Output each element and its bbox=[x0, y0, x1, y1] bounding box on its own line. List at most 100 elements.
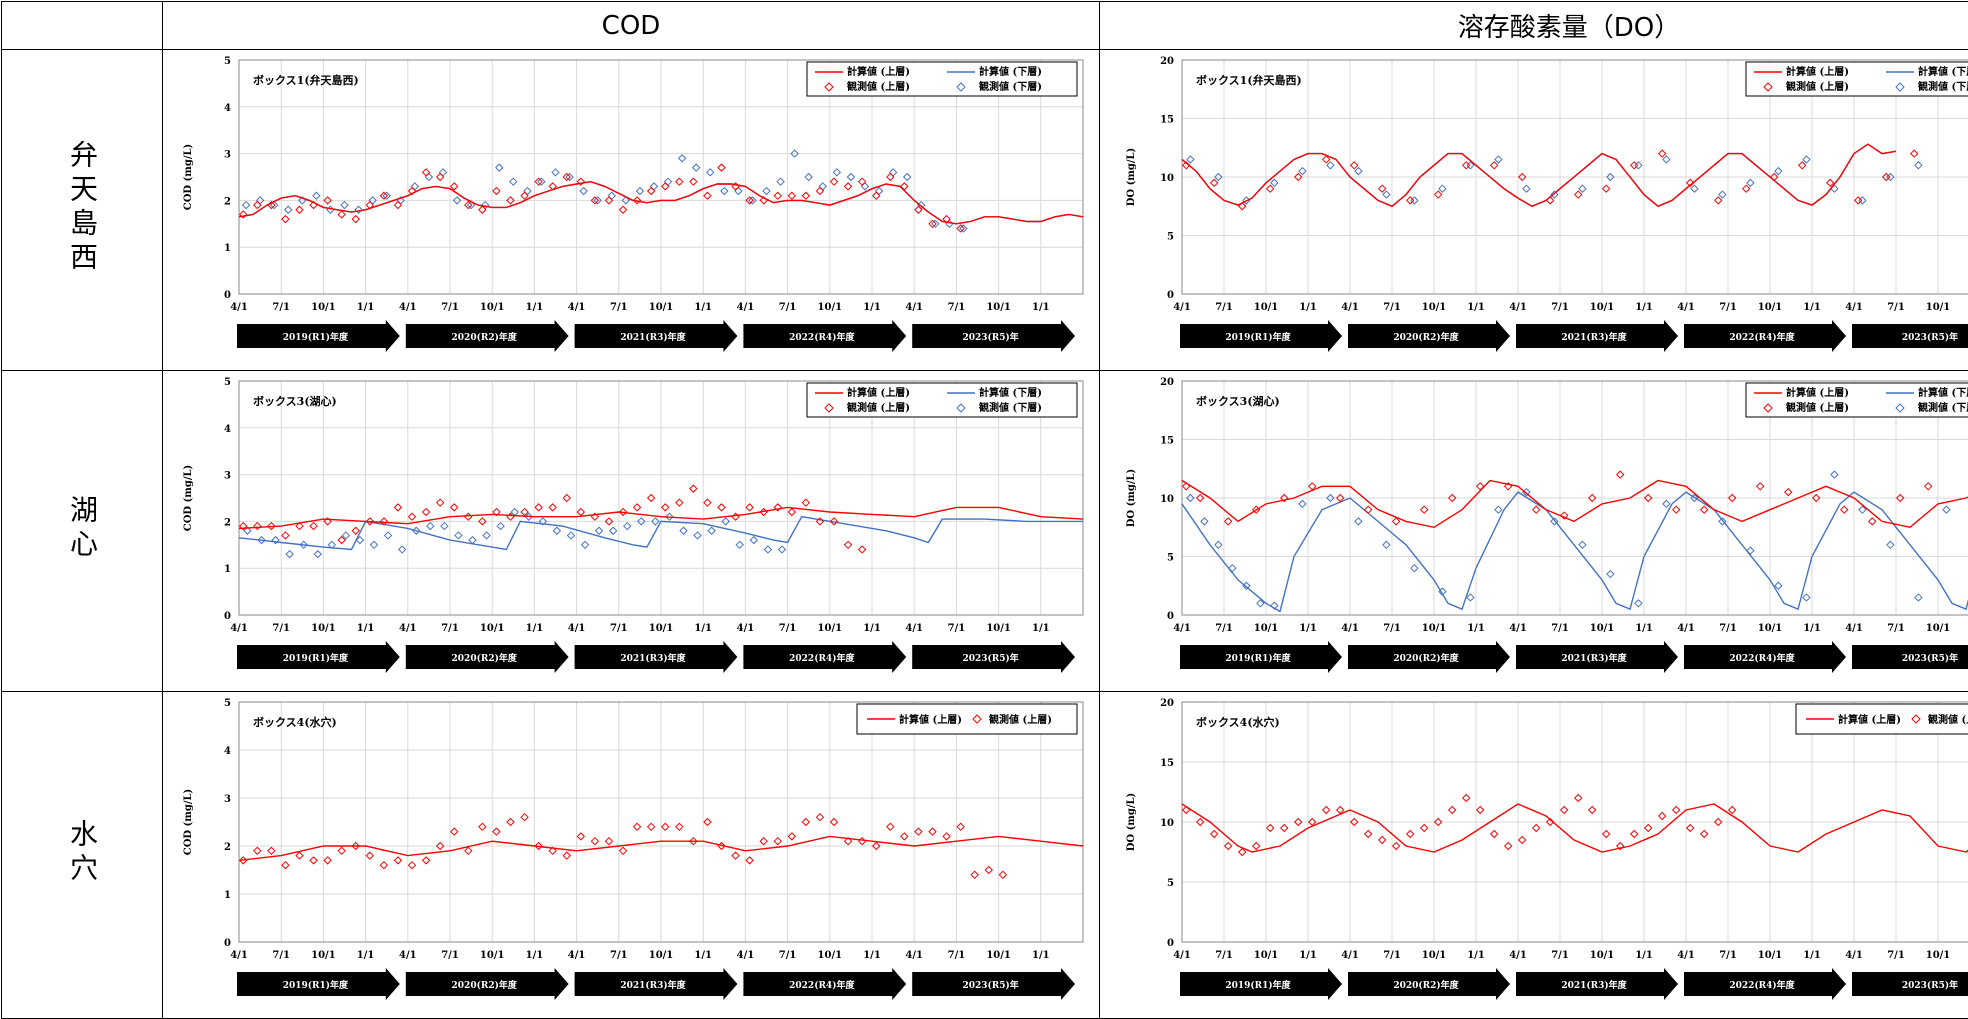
data-point bbox=[1603, 831, 1610, 838]
data-point bbox=[816, 814, 823, 821]
year-label: 2020(R2)年度 bbox=[452, 652, 518, 664]
x-tick-label: 7/1 bbox=[948, 623, 966, 634]
data-point bbox=[680, 527, 687, 534]
data-point bbox=[352, 527, 359, 534]
data-point bbox=[394, 202, 401, 209]
data-point bbox=[802, 192, 809, 199]
data-point bbox=[707, 169, 714, 176]
x-tick-label: 4/1 bbox=[1173, 950, 1191, 961]
data-point bbox=[1691, 185, 1698, 192]
data-point bbox=[423, 509, 430, 516]
data-point bbox=[254, 523, 261, 530]
box-title: ボックス1(弁天島西) bbox=[1196, 73, 1302, 87]
data-point bbox=[366, 852, 373, 859]
data-point bbox=[427, 523, 434, 530]
x-tick-label: 4/1 bbox=[1173, 623, 1191, 634]
x-tick-label: 4/1 bbox=[568, 302, 586, 313]
data-point bbox=[1533, 506, 1540, 513]
year-label: 2023(R5)年 bbox=[962, 331, 1018, 343]
x-tick-label: 10/1 bbox=[1254, 623, 1279, 634]
data-point bbox=[957, 823, 964, 830]
x-tick-label: 4/1 bbox=[230, 950, 248, 961]
corner-cell bbox=[2, 2, 163, 50]
data-point bbox=[1439, 185, 1446, 192]
data-point bbox=[1495, 156, 1502, 163]
data-point bbox=[355, 206, 362, 213]
data-point bbox=[1463, 795, 1470, 802]
y-axis-label: COD (mg/L) bbox=[183, 789, 194, 856]
year-label: 2022(R4)年度 bbox=[1729, 979, 1795, 991]
x-tick-label: 10/1 bbox=[1926, 302, 1951, 313]
x-tick-label: 10/1 bbox=[311, 623, 336, 634]
x-tick-label: 10/1 bbox=[1758, 950, 1783, 961]
y-tick-label: 15 bbox=[1160, 758, 1174, 769]
x-tick-label: 7/1 bbox=[779, 950, 797, 961]
x-tick-label: 4/1 bbox=[737, 950, 755, 961]
y-tick-label: 10 bbox=[1160, 173, 1174, 184]
data-point bbox=[483, 532, 490, 539]
legend-label: 計算値 (上層) bbox=[847, 65, 910, 78]
year-label: 2019(R1)年度 bbox=[1225, 979, 1291, 991]
x-tick-label: 7/1 bbox=[948, 950, 966, 961]
data-point bbox=[1355, 168, 1362, 175]
data-point bbox=[310, 857, 317, 864]
data-point bbox=[610, 527, 617, 534]
y-tick-label: 20 bbox=[1160, 698, 1174, 709]
x-tick-label: 1/1 bbox=[357, 950, 375, 961]
data-point bbox=[1803, 594, 1810, 601]
data-point bbox=[563, 852, 570, 859]
data-point bbox=[469, 537, 476, 544]
year-label: 2020(R2)年度 bbox=[452, 979, 518, 991]
x-tick-label: 4/1 bbox=[1341, 950, 1359, 961]
y-tick-label: 20 bbox=[1160, 56, 1174, 67]
data-point bbox=[549, 504, 556, 511]
legend-label: 計算値 (上層) bbox=[1838, 713, 1901, 726]
x-tick-label: 10/1 bbox=[1926, 950, 1951, 961]
x-tick-label: 10/1 bbox=[986, 302, 1011, 313]
y-tick-label: 3 bbox=[224, 150, 231, 161]
x-tick-label: 4/1 bbox=[1845, 623, 1863, 634]
data-point bbox=[1351, 162, 1358, 169]
data-point bbox=[1775, 168, 1782, 175]
year-label: 2023(R5)年 bbox=[1902, 979, 1958, 991]
x-tick-label: 1/1 bbox=[357, 623, 375, 634]
data-point bbox=[1575, 191, 1582, 198]
data-point bbox=[1663, 500, 1670, 507]
y-tick-label: 4 bbox=[224, 103, 231, 114]
y-tick-label: 10 bbox=[1160, 818, 1174, 829]
data-point bbox=[439, 169, 446, 176]
data-point bbox=[455, 532, 462, 539]
data-point bbox=[497, 523, 504, 530]
data-point bbox=[845, 541, 852, 548]
x-tick-label: 4/1 bbox=[1173, 302, 1191, 313]
data-point bbox=[567, 532, 574, 539]
data-point bbox=[1323, 807, 1330, 814]
data-point bbox=[694, 532, 701, 539]
data-point bbox=[1589, 807, 1596, 814]
box-title: ボックス4(水穴) bbox=[1196, 715, 1280, 729]
data-point bbox=[1729, 807, 1736, 814]
x-tick-label: 10/1 bbox=[1254, 950, 1279, 961]
data-point bbox=[648, 188, 655, 195]
data-point bbox=[750, 537, 757, 544]
year-label: 2020(R2)年度 bbox=[1393, 652, 1459, 664]
x-tick-label: 1/1 bbox=[1803, 302, 1821, 313]
data-point bbox=[1327, 162, 1334, 169]
x-tick-label: 10/1 bbox=[986, 623, 1011, 634]
data-point bbox=[763, 188, 770, 195]
x-tick-label: 10/1 bbox=[1590, 623, 1615, 634]
data-point bbox=[760, 838, 767, 845]
data-point bbox=[451, 828, 458, 835]
y-tick-label: 15 bbox=[1160, 115, 1174, 126]
x-tick-label: 4/1 bbox=[1509, 623, 1527, 634]
row-label-text: 湖心 bbox=[62, 495, 102, 563]
data-point bbox=[1747, 179, 1754, 186]
x-tick-label: 4/1 bbox=[1341, 302, 1359, 313]
data-point bbox=[859, 546, 866, 553]
year-label: 2021(R3)年度 bbox=[1561, 979, 1627, 991]
y-tick-label: 5 bbox=[224, 377, 231, 388]
